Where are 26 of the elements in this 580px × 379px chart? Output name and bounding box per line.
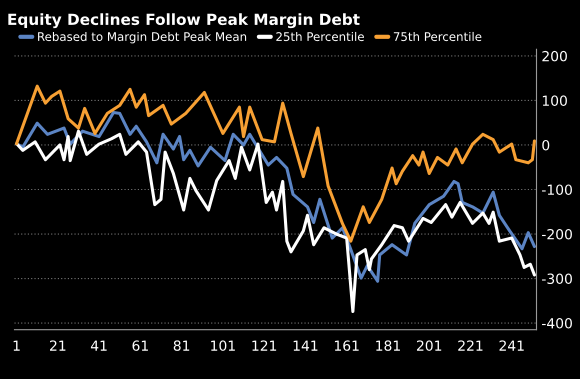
x-tick-label: 181	[376, 340, 400, 351]
y-tick-label: 100	[542, 95, 567, 106]
y-tick-label: -200	[542, 228, 572, 240]
x-tick-label: 21	[50, 340, 66, 351]
y-tick-label: 0	[542, 140, 550, 150]
x-tick-label: 1	[14, 340, 20, 351]
x-tick-label: 161	[334, 340, 359, 351]
x-tick-label: 201	[416, 340, 442, 351]
x-tick-label: 121	[252, 340, 276, 351]
legend-label: Rebased to Margin Debt Peak Mean	[38, 32, 246, 44]
x-tick-label: 141	[294, 340, 318, 351]
x-tick-label: 241	[500, 340, 524, 351]
y-tick-label: -100	[542, 184, 572, 195]
legend-label: 25th Percentile	[276, 32, 364, 42]
x-tick-label: 221	[458, 340, 482, 351]
x-tick-label: 41	[90, 340, 107, 351]
y-tick-label: -400	[542, 318, 572, 329]
y-tick-label: -300	[542, 274, 572, 284]
line-series	[15, 84, 536, 243]
x-tick-label: 81	[174, 340, 190, 351]
x-tick-label: 61	[132, 340, 148, 351]
legend-label: 75th Percentile	[394, 32, 482, 42]
line-series	[15, 130, 536, 314]
chart-title: Equity Declines Follow Peak Margin Debt	[8, 13, 360, 28]
y-tick-label: 200	[542, 50, 567, 62]
x-tick-label: 101	[211, 340, 235, 351]
